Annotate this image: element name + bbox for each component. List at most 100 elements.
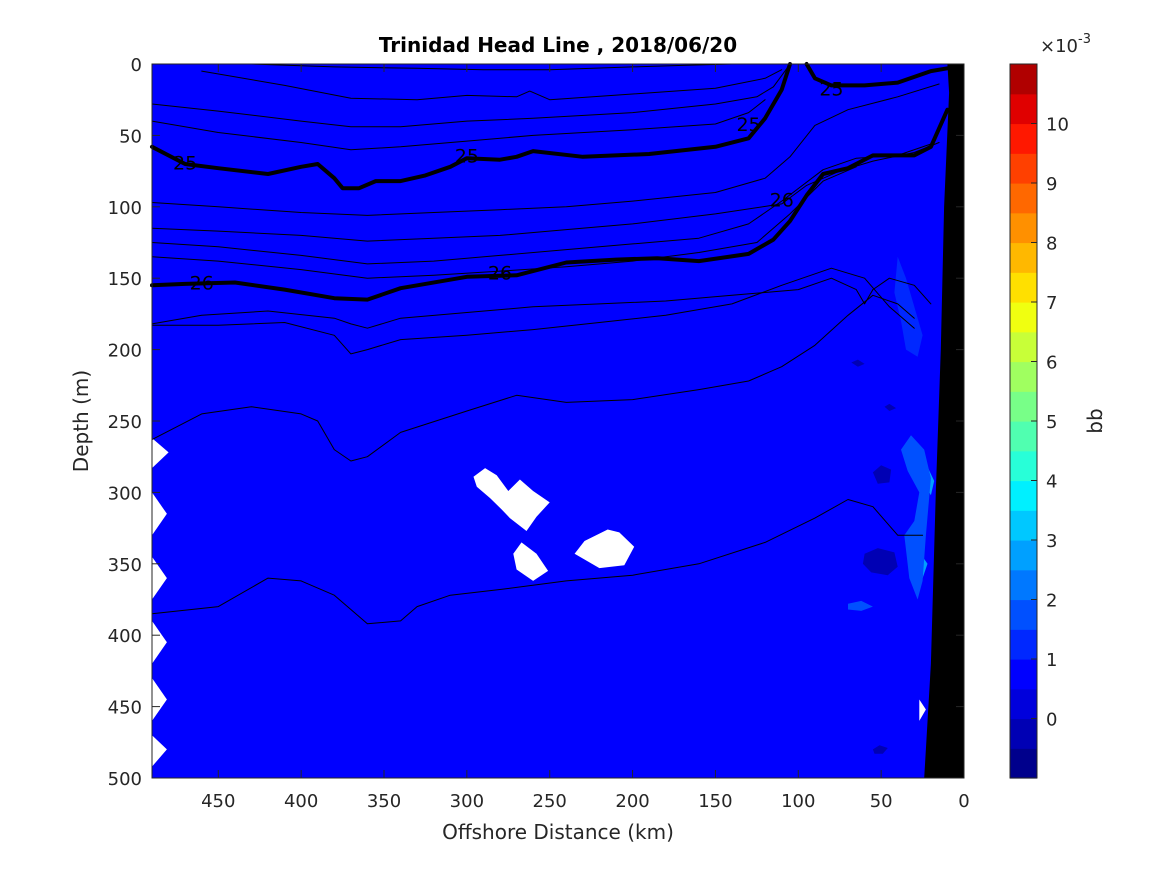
contour-label-25-3: 25 (819, 78, 843, 100)
contour-25-2-6 (151, 83, 940, 216)
contour-25-4 (150, 62, 792, 191)
contour-26-1-12 (872, 277, 932, 305)
colorbar-swatch (1010, 480, 1037, 511)
colorbar-tick-label: 3 (1046, 531, 1057, 552)
colorbar-swatch (1010, 212, 1037, 244)
y-tick-label: 100 (108, 198, 142, 219)
colorbar-swatch (1010, 450, 1037, 482)
colorbar-multiplier-exponent: -3 (1078, 32, 1091, 47)
colorbar-tick-label: 10 (1046, 115, 1069, 136)
contour-label-25-2: 25 (736, 114, 760, 136)
colorbar-tick-label: 0 (1046, 710, 1057, 731)
density-contours (150, 62, 950, 625)
colorbar-swatch (1010, 421, 1037, 452)
colorbar-swatch (1010, 391, 1037, 422)
missing-edge-gap-4 (152, 620, 167, 664)
missing-nearshore-gap-1 (919, 699, 926, 721)
colorbar-swatch (1010, 183, 1037, 214)
x-tick-label: 400 (284, 791, 318, 812)
low-bb-low-2 (862, 548, 898, 576)
contour-25-5 (804, 62, 950, 88)
low-bb-low-5 (884, 403, 897, 411)
contour-24-7-1 (201, 69, 783, 101)
colorbar-swatch (1010, 272, 1037, 303)
y-tick-label: 500 (108, 769, 142, 790)
missing-edge-gap-1 (152, 438, 169, 469)
seafloor-terrain-shape (924, 64, 964, 778)
low-bb-low-3 (872, 745, 888, 754)
x-axis-label: Offshore Distance (km) (442, 820, 674, 844)
colorbar-label: bb (1083, 408, 1107, 433)
colorbar-swatch (1010, 331, 1037, 363)
missing-gap-1 (473, 468, 550, 531)
colorbar-swatch (1010, 242, 1037, 273)
colorbar-swatch (1010, 540, 1037, 571)
chart-title: Trinidad Head Line , 2018/06/20 (379, 33, 737, 57)
x-tick-label: 0 (958, 791, 969, 812)
colorbar-swatch (1010, 123, 1037, 154)
plot-area: 25 25 25 25 26 26 26 (150, 62, 965, 779)
missing-edge-gap-3 (152, 556, 167, 600)
contour-label-26-2: 26 (770, 190, 794, 212)
y-tick-label: 400 (108, 626, 142, 647)
colorbar-swatch (1010, 93, 1037, 125)
colorbar-swatch (1010, 659, 1037, 690)
contour-label-25-1: 25 (455, 145, 479, 167)
contour-26-10 (150, 107, 950, 302)
y-axis-label: Depth (m) (69, 370, 93, 472)
colorbar-swatch (1010, 748, 1037, 779)
x-tick-label: 350 (367, 791, 401, 812)
contour-26-3-14 (151, 294, 915, 462)
x-tick-label: 50 (870, 791, 893, 812)
y-tick-label: 200 (108, 341, 142, 362)
colorbar-swatch (1010, 599, 1037, 630)
colorbar-swatches (1010, 64, 1037, 779)
seafloor-terrain (924, 64, 964, 778)
contour-label-25-0: 25 (173, 153, 197, 175)
high-bb-patch-3 (901, 435, 931, 600)
colorbar-swatch (1010, 64, 1037, 95)
colorbar-swatch (1010, 153, 1037, 184)
contour-24-6-0 (250, 63, 733, 71)
colorbar-tick-label: 4 (1046, 472, 1057, 493)
colorbar-tick-label: 7 (1046, 293, 1057, 314)
contour-25-4-7 (151, 142, 940, 242)
x-tick-label: 300 (450, 791, 484, 812)
colorbar-tick-label: 5 (1046, 412, 1057, 433)
colorbar-swatch (1010, 688, 1037, 720)
x-tick-label: 250 (533, 791, 567, 812)
low-bb-low-1 (872, 465, 892, 484)
y-tick-label: 250 (108, 412, 142, 433)
contour-label-26-1: 26 (488, 262, 512, 284)
y-tick-label: 300 (108, 483, 142, 504)
missing-edge-gap-5 (152, 678, 167, 721)
bb-patches (848, 256, 935, 754)
high-bb-patch-4 (848, 600, 873, 611)
colorbar-tick-label: 1 (1046, 650, 1057, 671)
missing-gap-2 (574, 529, 635, 569)
x-tick-label: 450 (201, 791, 235, 812)
contour-26-5-15 (151, 499, 924, 625)
colorbar-swatch (1010, 510, 1037, 541)
missing-edge-gap-6 (152, 735, 167, 767)
contour-26-1-11 (151, 277, 874, 329)
colorbar: 0 1 2 3 4 5 6 7 8 9 10 ×10-3 bb (1009, 32, 1107, 779)
contour-26-2-13 (151, 267, 915, 355)
contour-24-9-3 (151, 99, 766, 151)
colorbar-tick-label: 8 (1046, 234, 1057, 255)
colorbar-swatch (1010, 302, 1037, 333)
missing-edge-gap-2 (152, 492, 167, 536)
colorbar-tick-label: 9 (1046, 174, 1057, 195)
colorbar-swatch (1010, 361, 1037, 392)
x-tick-label: 150 (698, 791, 732, 812)
x-tick-label: 100 (781, 791, 815, 812)
colorbar-tick-label: 6 (1046, 353, 1057, 374)
y-tick-label: 450 (108, 698, 142, 719)
colorbar-ticks: 0 1 2 3 4 5 6 7 8 9 10 (1031, 115, 1069, 731)
y-tick-label: 0 (131, 55, 142, 76)
missing-data-regions (152, 64, 964, 767)
colorbar-multiplier-base: ×10 (1040, 36, 1078, 57)
contour-25-8-9 (151, 166, 857, 279)
colorbar-swatch (1010, 629, 1037, 660)
